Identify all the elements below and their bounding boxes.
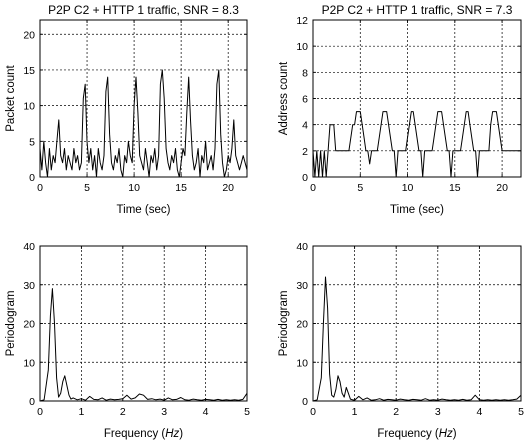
y-tick-label: 10	[296, 41, 308, 53]
y-axis-label: Periodogram	[5, 291, 17, 357]
x-axis-label-part: Frequency (	[377, 428, 439, 440]
x-axis-label-part: )	[179, 428, 183, 440]
series-line-1	[39, 288, 248, 402]
series-line-1	[312, 276, 522, 402]
y-tick-label: 40	[23, 241, 35, 253]
y-tick-label: 20	[296, 319, 308, 331]
x-tick-label: 1	[352, 406, 358, 418]
y-axis-label: Address count	[278, 61, 290, 135]
x-tick-label: 5	[84, 182, 90, 194]
y-tick-label: 20	[23, 29, 35, 41]
x-tick-label: 10	[128, 182, 140, 194]
x-tick-label: 20	[496, 182, 508, 194]
chart-panel-3: 0 1 2 3 4 5 0 10 20 30 40 Frequency (Hz) Periodogram	[5, 241, 250, 440]
plot-area	[39, 19, 248, 178]
y-tick-label: 12	[296, 15, 308, 27]
x-axis-label-part: )	[453, 428, 457, 440]
x-axis-label: Time (sec)	[390, 204, 444, 216]
x-tick-label: 3	[161, 406, 167, 418]
x-axis-label: Frequency (Hz)	[104, 428, 183, 440]
x-axis-label: Frequency (Hz)	[377, 428, 456, 440]
x-tick-label: 5	[357, 182, 363, 194]
y-tick-label: 30	[296, 280, 308, 292]
x-tick-label: 2	[120, 406, 126, 418]
chart-title: P2P C2 + HTTP 1 traffic, SNR = 8.3	[48, 3, 239, 17]
y-tick-label: 5	[29, 136, 35, 148]
x-tick-label: 0	[310, 182, 316, 194]
chart-panel-4: 0 1 2 3 4 5 0 10 20 30 40 Frequency (Hz) Periodogram	[278, 241, 524, 440]
y-tick-label: 8	[302, 67, 308, 79]
chart-panel-2: 0 5 10 15 20 0 2 4 6 8 10 12 P2P C2 + HTTP 1 traffic…	[278, 3, 522, 216]
x-tick-label: 20	[222, 182, 234, 194]
y-tick-label: 10	[23, 357, 35, 369]
y-tick-label: 30	[23, 280, 35, 292]
x-tick-label: 0	[37, 182, 43, 194]
x-tick-label: 1	[78, 406, 84, 418]
y-tick-label: 2	[302, 146, 308, 158]
y-tick-label: 0	[302, 396, 308, 408]
x-axis-label-part: Time (sec)	[390, 204, 444, 216]
y-tick-label: 0	[29, 396, 35, 408]
y-tick-label: 0	[302, 172, 308, 184]
y-tick-label: 40	[296, 241, 308, 253]
y-tick-label: 0	[29, 172, 35, 184]
x-tick-label: 5	[518, 406, 524, 418]
x-axis-label-part: Hz	[165, 428, 179, 440]
y-axis-label: Periodogram	[278, 291, 290, 357]
chart-panel-1: 0 5 10 15 20 0 5 10 15 20 P2P C2 + HTTP 1 traffic,…	[5, 3, 248, 216]
plot-area	[39, 245, 248, 402]
x-axis-label-part: Time (sec)	[117, 204, 171, 216]
x-tick-label: 15	[449, 182, 461, 194]
x-tick-label: 10	[402, 182, 414, 194]
x-axis-label-part: Frequency (	[104, 428, 166, 440]
y-tick-label: 20	[23, 319, 35, 331]
y-tick-label: 10	[23, 101, 35, 113]
x-tick-label: 3	[435, 406, 441, 418]
series-line-1	[312, 111, 521, 178]
x-tick-label: 0	[37, 406, 43, 418]
chart-title: P2P C2 + HTTP 1 traffic, SNR = 7.3	[322, 3, 513, 17]
y-tick-label: 10	[296, 357, 308, 369]
x-tick-label: 4	[476, 406, 482, 418]
x-tick-label: 5	[244, 406, 250, 418]
x-tick-label: 0	[310, 406, 316, 418]
x-tick-label: 15	[175, 182, 187, 194]
x-tick-label: 4	[203, 406, 209, 418]
x-axis-label-part: Hz	[439, 428, 453, 440]
series-line-1	[39, 69, 248, 178]
x-axis-label: Time (sec)	[117, 204, 171, 216]
y-tick-label: 6	[302, 94, 308, 106]
y-tick-label: 4	[302, 120, 308, 132]
y-tick-label: 15	[23, 65, 35, 77]
y-axis-label: Packet count	[5, 64, 17, 131]
x-tick-label: 2	[393, 406, 399, 418]
